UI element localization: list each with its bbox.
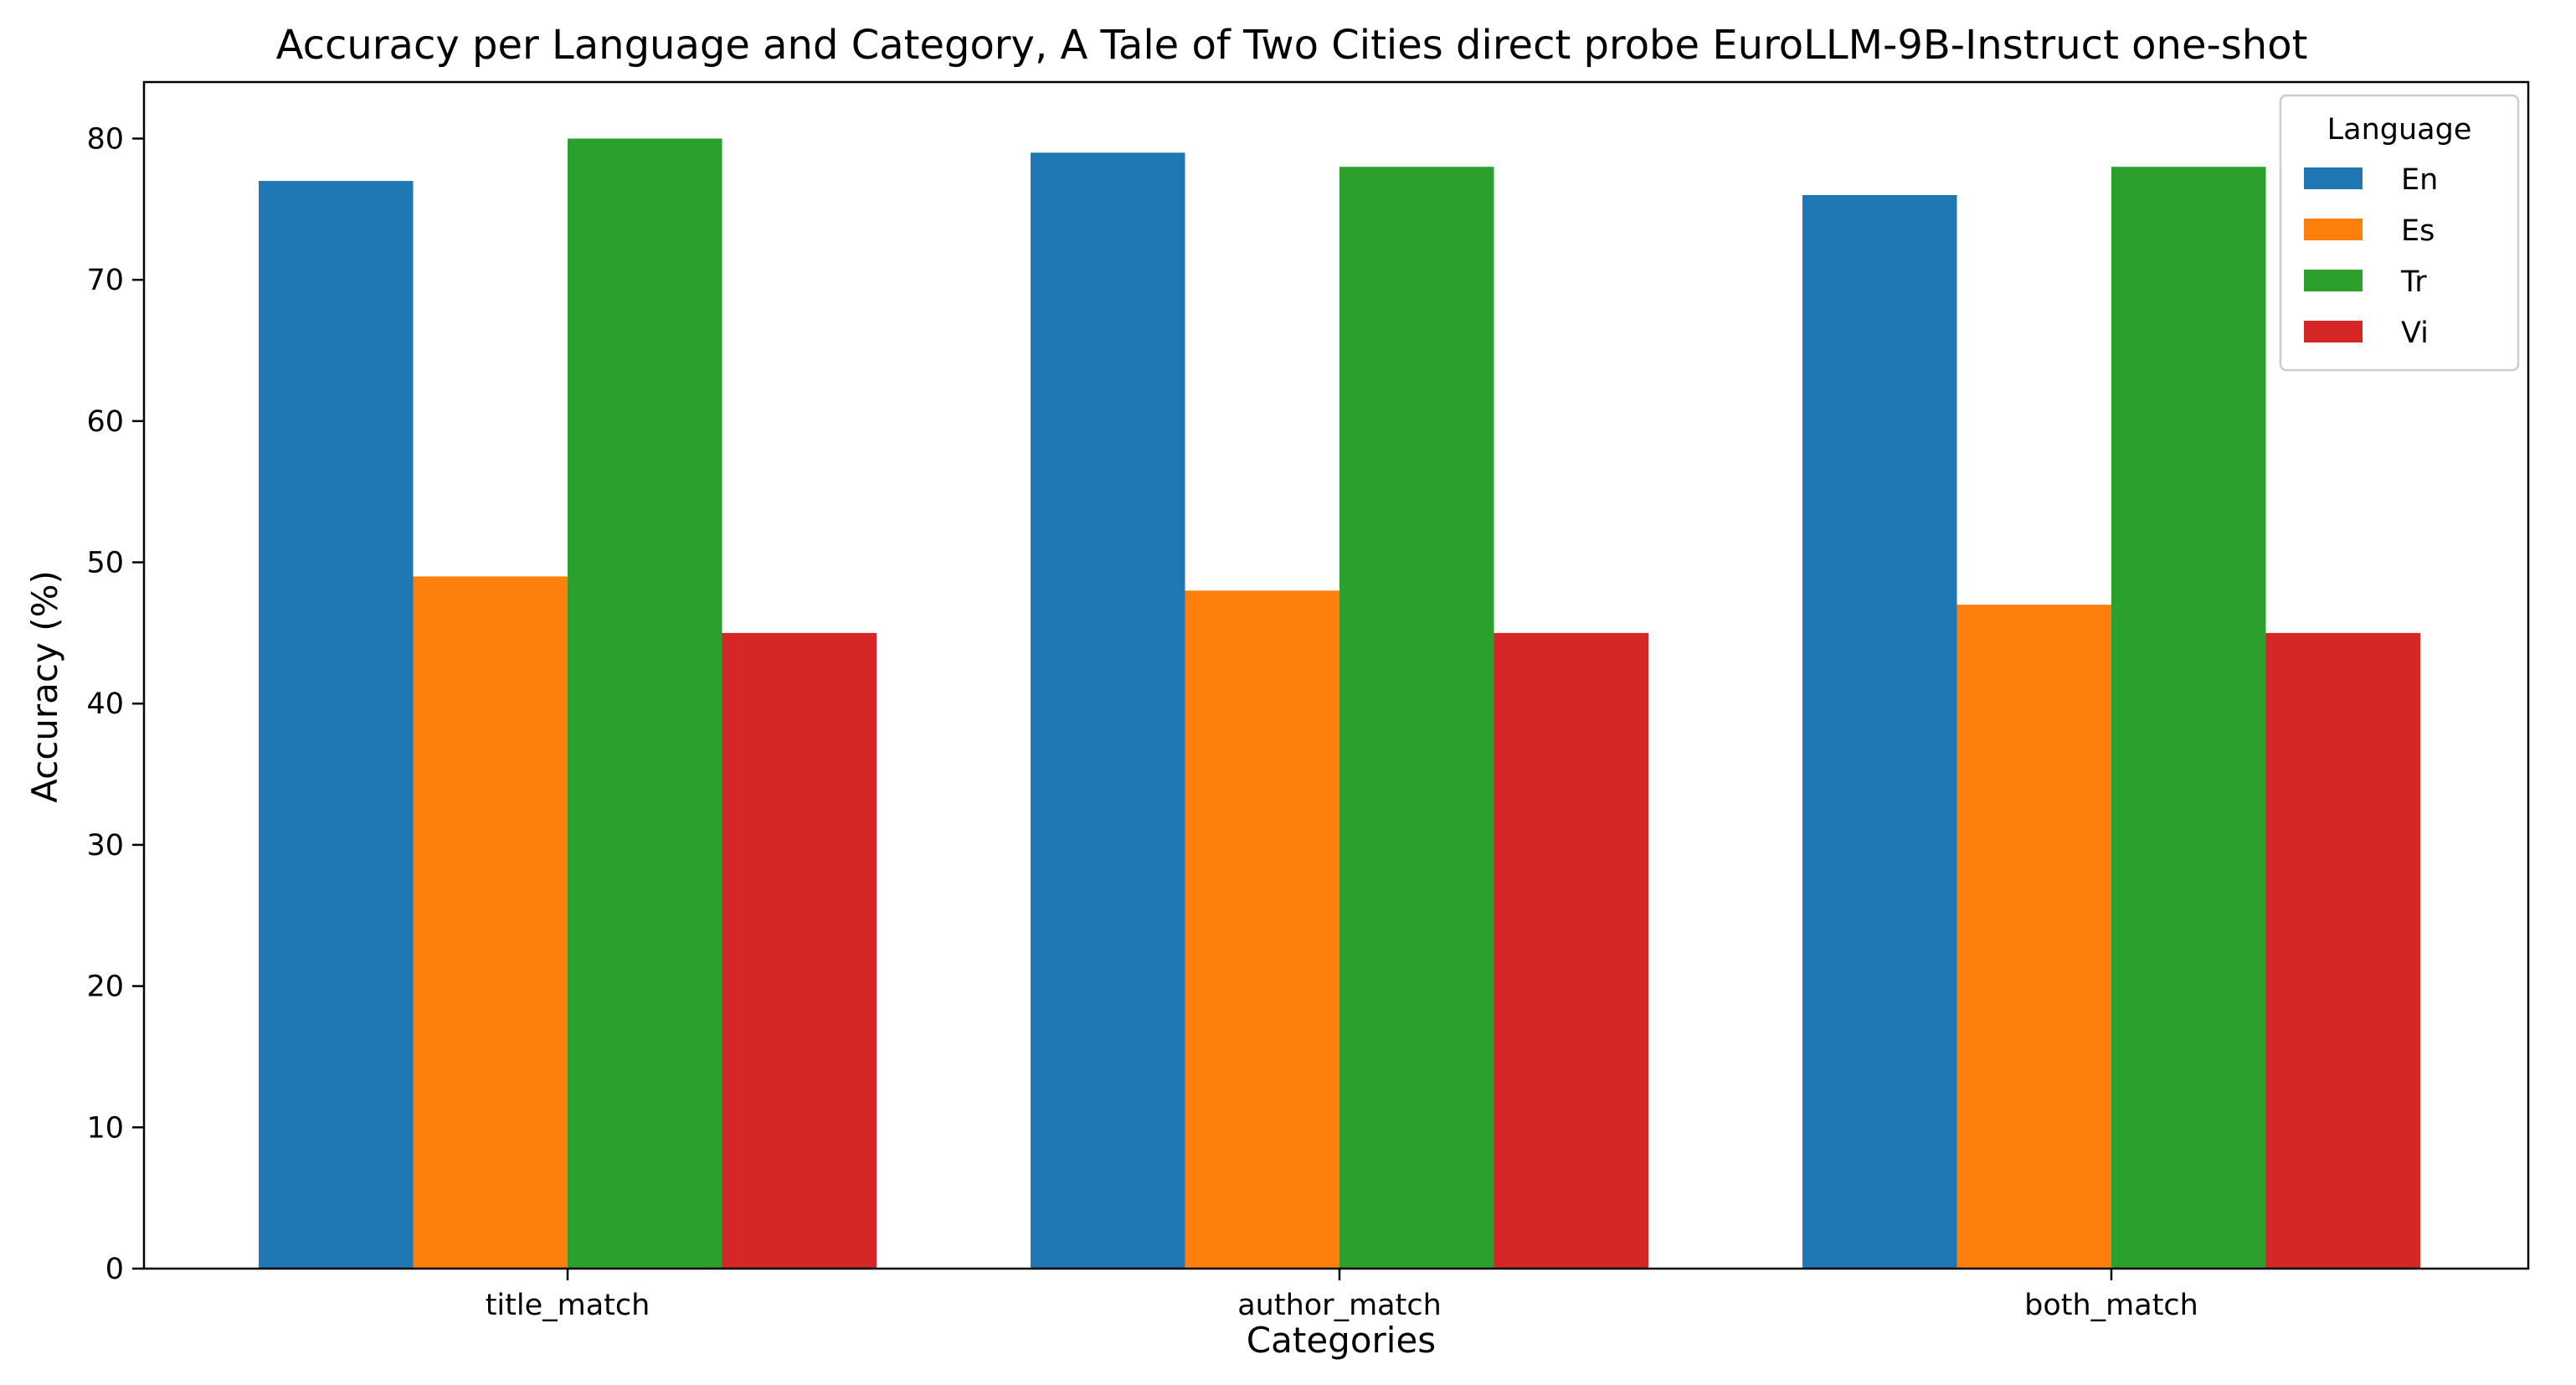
bar-es-title-match xyxy=(413,576,568,1269)
legend: Language En Es Tr Vi xyxy=(2279,94,2520,372)
bar-vi-both-match xyxy=(2265,632,2420,1269)
legend-label-es: Es xyxy=(2401,214,2435,248)
bar-es-author-match xyxy=(1185,590,1339,1269)
y-tick-label: 40 xyxy=(86,687,124,721)
legend-swatch-es xyxy=(2304,219,2363,240)
legend-label-vi: Vi xyxy=(2401,317,2429,350)
legend-swatch-vi xyxy=(2304,321,2363,342)
legend-label-en: En xyxy=(2401,163,2438,197)
y-tick-label: 20 xyxy=(86,971,124,1004)
y-tick-label: 50 xyxy=(86,547,124,580)
y-tick-label: 30 xyxy=(86,829,124,862)
x-tick-label-author-match: author_match xyxy=(1237,1289,1442,1322)
x-axis-ticks: title_match author_match both_match xyxy=(486,1269,2198,1322)
x-tick-label-both-match: both_match xyxy=(2024,1289,2198,1322)
legend-swatch-tr xyxy=(2304,270,2363,291)
bars-layer xyxy=(259,138,2420,1269)
plot-area-frame xyxy=(142,80,2530,1270)
bar-tr-both-match xyxy=(2111,167,2266,1269)
legend-label-tr: Tr xyxy=(2400,265,2427,299)
y-axis-ticks: 0 10 20 30 40 50 60 70 80 xyxy=(86,122,144,1286)
bar-vi-author-match xyxy=(1494,632,1648,1269)
bar-en-both-match xyxy=(1802,194,1957,1269)
legend-swatch-en xyxy=(2304,167,2363,189)
bar-en-author-match xyxy=(1031,152,1185,1269)
bar-tr-title-match xyxy=(568,138,722,1269)
bar-es-both-match xyxy=(1956,605,2111,1269)
y-axis-label: Accuracy (%) xyxy=(24,570,65,803)
bar-en-title-match xyxy=(259,181,414,1269)
y-tick-label: 10 xyxy=(86,1111,124,1145)
legend-box xyxy=(2279,94,2520,372)
chart-title: Accuracy per Language and Category, A Ta… xyxy=(276,22,2308,69)
y-tick-label: 70 xyxy=(86,264,124,297)
y-tick-label: 60 xyxy=(86,405,124,439)
x-tick-label-title-match: title_match xyxy=(486,1289,650,1322)
x-axis-label: Categories xyxy=(1247,1320,1436,1361)
bar-vi-title-match xyxy=(722,632,877,1269)
y-tick-label: 0 xyxy=(105,1253,124,1286)
y-tick-label: 80 xyxy=(86,122,124,156)
bar-tr-author-match xyxy=(1339,167,1494,1269)
legend-title: Language xyxy=(2327,113,2472,147)
